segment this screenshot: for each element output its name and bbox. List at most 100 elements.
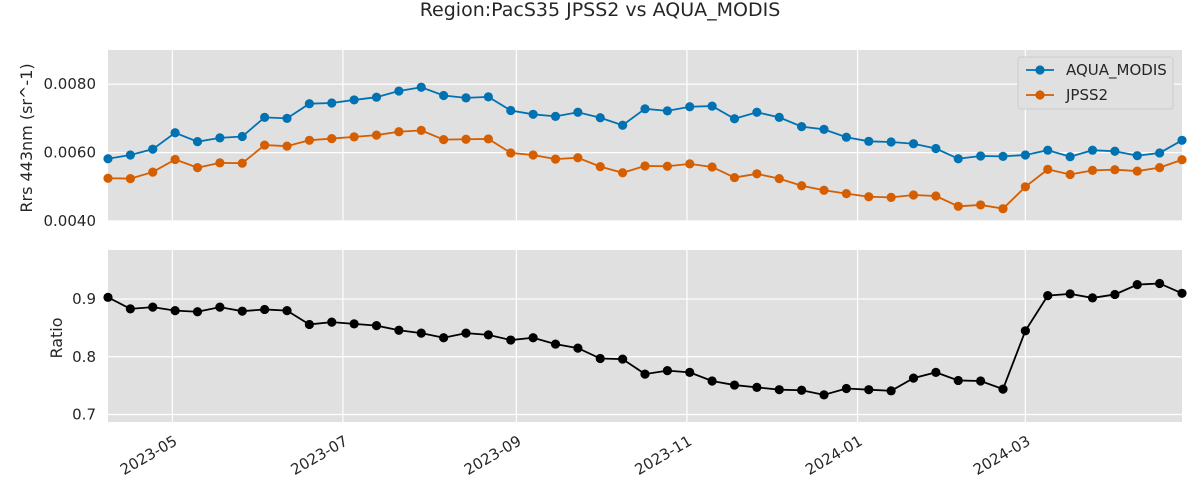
rrs-point — [729, 114, 740, 124]
rrs-point — [282, 141, 292, 151]
rrs-point — [327, 133, 337, 144]
ratio-point — [841, 383, 851, 394]
rrs-point — [416, 82, 426, 92]
rrs-point — [394, 127, 404, 137]
ratio-series — [103, 278, 1187, 400]
rrs-point — [573, 107, 583, 117]
ratio-point — [573, 343, 583, 353]
rrs-point — [1020, 182, 1030, 192]
rrs-point — [192, 137, 203, 147]
rrs-point — [327, 98, 337, 108]
ratio-point — [998, 384, 1008, 394]
ratio-point — [148, 302, 158, 312]
ratio-point — [103, 292, 113, 302]
rrs-point — [439, 135, 449, 145]
ratio-y-ticks: 0.7 0.8 0.9 — [72, 290, 96, 423]
ratio-point — [1065, 289, 1075, 299]
rrs-point — [1065, 169, 1075, 180]
ratio-grid — [108, 250, 1182, 422]
ratio-point — [349, 319, 359, 329]
rrs-point — [237, 158, 247, 168]
rrs-series — [103, 82, 1187, 214]
rrs-plot-area — [108, 50, 1182, 221]
ratio-point — [506, 335, 516, 345]
rrs-y-tick-label: 0.0060 — [44, 144, 97, 162]
ratio-point — [483, 330, 493, 340]
ratio-point — [774, 385, 784, 395]
rrs-point — [349, 95, 359, 105]
rrs-point — [125, 150, 135, 160]
ratio-point — [260, 304, 270, 315]
ratio-y-tick-label: 0.8 — [72, 348, 96, 366]
ratio-point — [819, 390, 829, 400]
ratio-point — [327, 317, 337, 327]
ratio-point — [752, 382, 762, 392]
rrs-y-axis-label: Rrs 443nm (sr^-1) — [17, 63, 36, 212]
ratio-point — [1110, 289, 1120, 300]
rrs-point — [371, 130, 382, 140]
rrs-point — [1177, 155, 1187, 165]
x-tick-label: 2024-03 — [970, 432, 1033, 479]
rrs-point — [953, 201, 963, 211]
rrs-point — [662, 161, 672, 171]
rrs-point — [260, 112, 270, 122]
rrs-y-ticks: 0.0040 0.0060 0.0080 — [44, 75, 97, 230]
x-tick-label: 2023-05 — [117, 432, 180, 479]
rrs-point — [640, 161, 650, 171]
legend-label: AQUA_MODIS — [1066, 61, 1167, 80]
rrs-point — [1110, 146, 1120, 156]
rrs-point — [640, 104, 650, 114]
rrs-point — [282, 113, 292, 123]
ratio-point — [685, 367, 695, 377]
ratio-point — [797, 385, 807, 395]
rrs-point — [864, 136, 874, 146]
ratio-point — [595, 353, 605, 364]
rrs-point — [528, 109, 538, 119]
rrs-point — [461, 93, 471, 103]
rrs-point — [1087, 165, 1098, 175]
rrs-point — [304, 135, 314, 145]
ratio-point — [439, 333, 449, 343]
rrs-point — [461, 134, 471, 144]
ratio-point — [125, 304, 135, 314]
rrs-point — [1087, 145, 1098, 155]
rrs-point — [528, 150, 538, 160]
rrs-point — [998, 151, 1008, 161]
rrs-point — [1043, 164, 1053, 174]
rrs-point — [550, 111, 561, 121]
rrs-y-tick-label: 0.0040 — [44, 212, 97, 230]
x-tick-labels: 2023-05 2023-07 2023-09 2023-11 2024-01 2024-… — [117, 432, 1033, 479]
rrs-point — [729, 172, 740, 183]
rrs-point — [215, 133, 225, 143]
rrs-point — [506, 105, 516, 116]
rrs-point — [819, 124, 829, 134]
ratio-point — [170, 306, 180, 316]
rrs-point — [483, 134, 493, 144]
rrs-point — [103, 173, 113, 183]
ratio-point — [908, 373, 919, 383]
rrs-panel: 0.0040 0.0060 0.0080 Rrs 443nm (sr^-1) AQU… — [17, 50, 1187, 230]
rrs-point — [908, 190, 919, 200]
rrs-point — [976, 200, 986, 210]
ratio-point — [215, 302, 225, 312]
rrs-point — [707, 101, 717, 111]
ratio-y-tick-label: 0.7 — [72, 405, 96, 423]
rrs-point — [841, 132, 851, 142]
rrs-point — [416, 125, 426, 135]
rrs-point — [752, 169, 762, 179]
ratio-point — [394, 325, 404, 335]
ratio-point — [282, 306, 292, 316]
rrs-point — [148, 144, 158, 154]
rrs-point — [192, 163, 203, 173]
ratio-point — [1087, 293, 1098, 303]
ratio-point — [707, 376, 717, 386]
rrs-y-tick-label: 0.0080 — [44, 75, 97, 93]
rrs-point — [1132, 151, 1142, 161]
rrs-point — [349, 132, 359, 142]
ratio-point — [618, 354, 628, 364]
rrs-point — [1065, 152, 1075, 162]
ratio-point — [1177, 288, 1187, 298]
rrs-point — [506, 148, 516, 158]
ratio-point — [528, 333, 538, 343]
